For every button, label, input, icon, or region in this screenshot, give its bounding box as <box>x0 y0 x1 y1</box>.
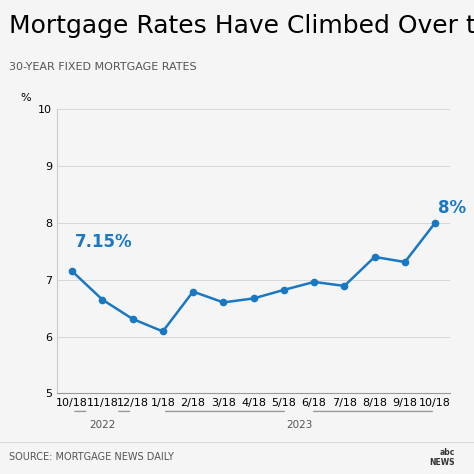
Text: 2022: 2022 <box>89 419 116 430</box>
Text: 7.15%: 7.15% <box>75 233 133 251</box>
Text: 8%: 8% <box>438 199 466 217</box>
Text: abc
NEWS: abc NEWS <box>429 448 455 467</box>
Y-axis label: %: % <box>20 93 31 103</box>
Text: 30-YEAR FIXED MORTGAGE RATES: 30-YEAR FIXED MORTGAGE RATES <box>9 63 197 73</box>
Text: SOURCE: MORTGAGE NEWS DAILY: SOURCE: MORTGAGE NEWS DAILY <box>9 452 174 463</box>
Text: 2023: 2023 <box>286 419 312 430</box>
Text: Mortgage Rates Have Climbed Over the Past Year: Mortgage Rates Have Climbed Over the Pas… <box>9 14 474 38</box>
